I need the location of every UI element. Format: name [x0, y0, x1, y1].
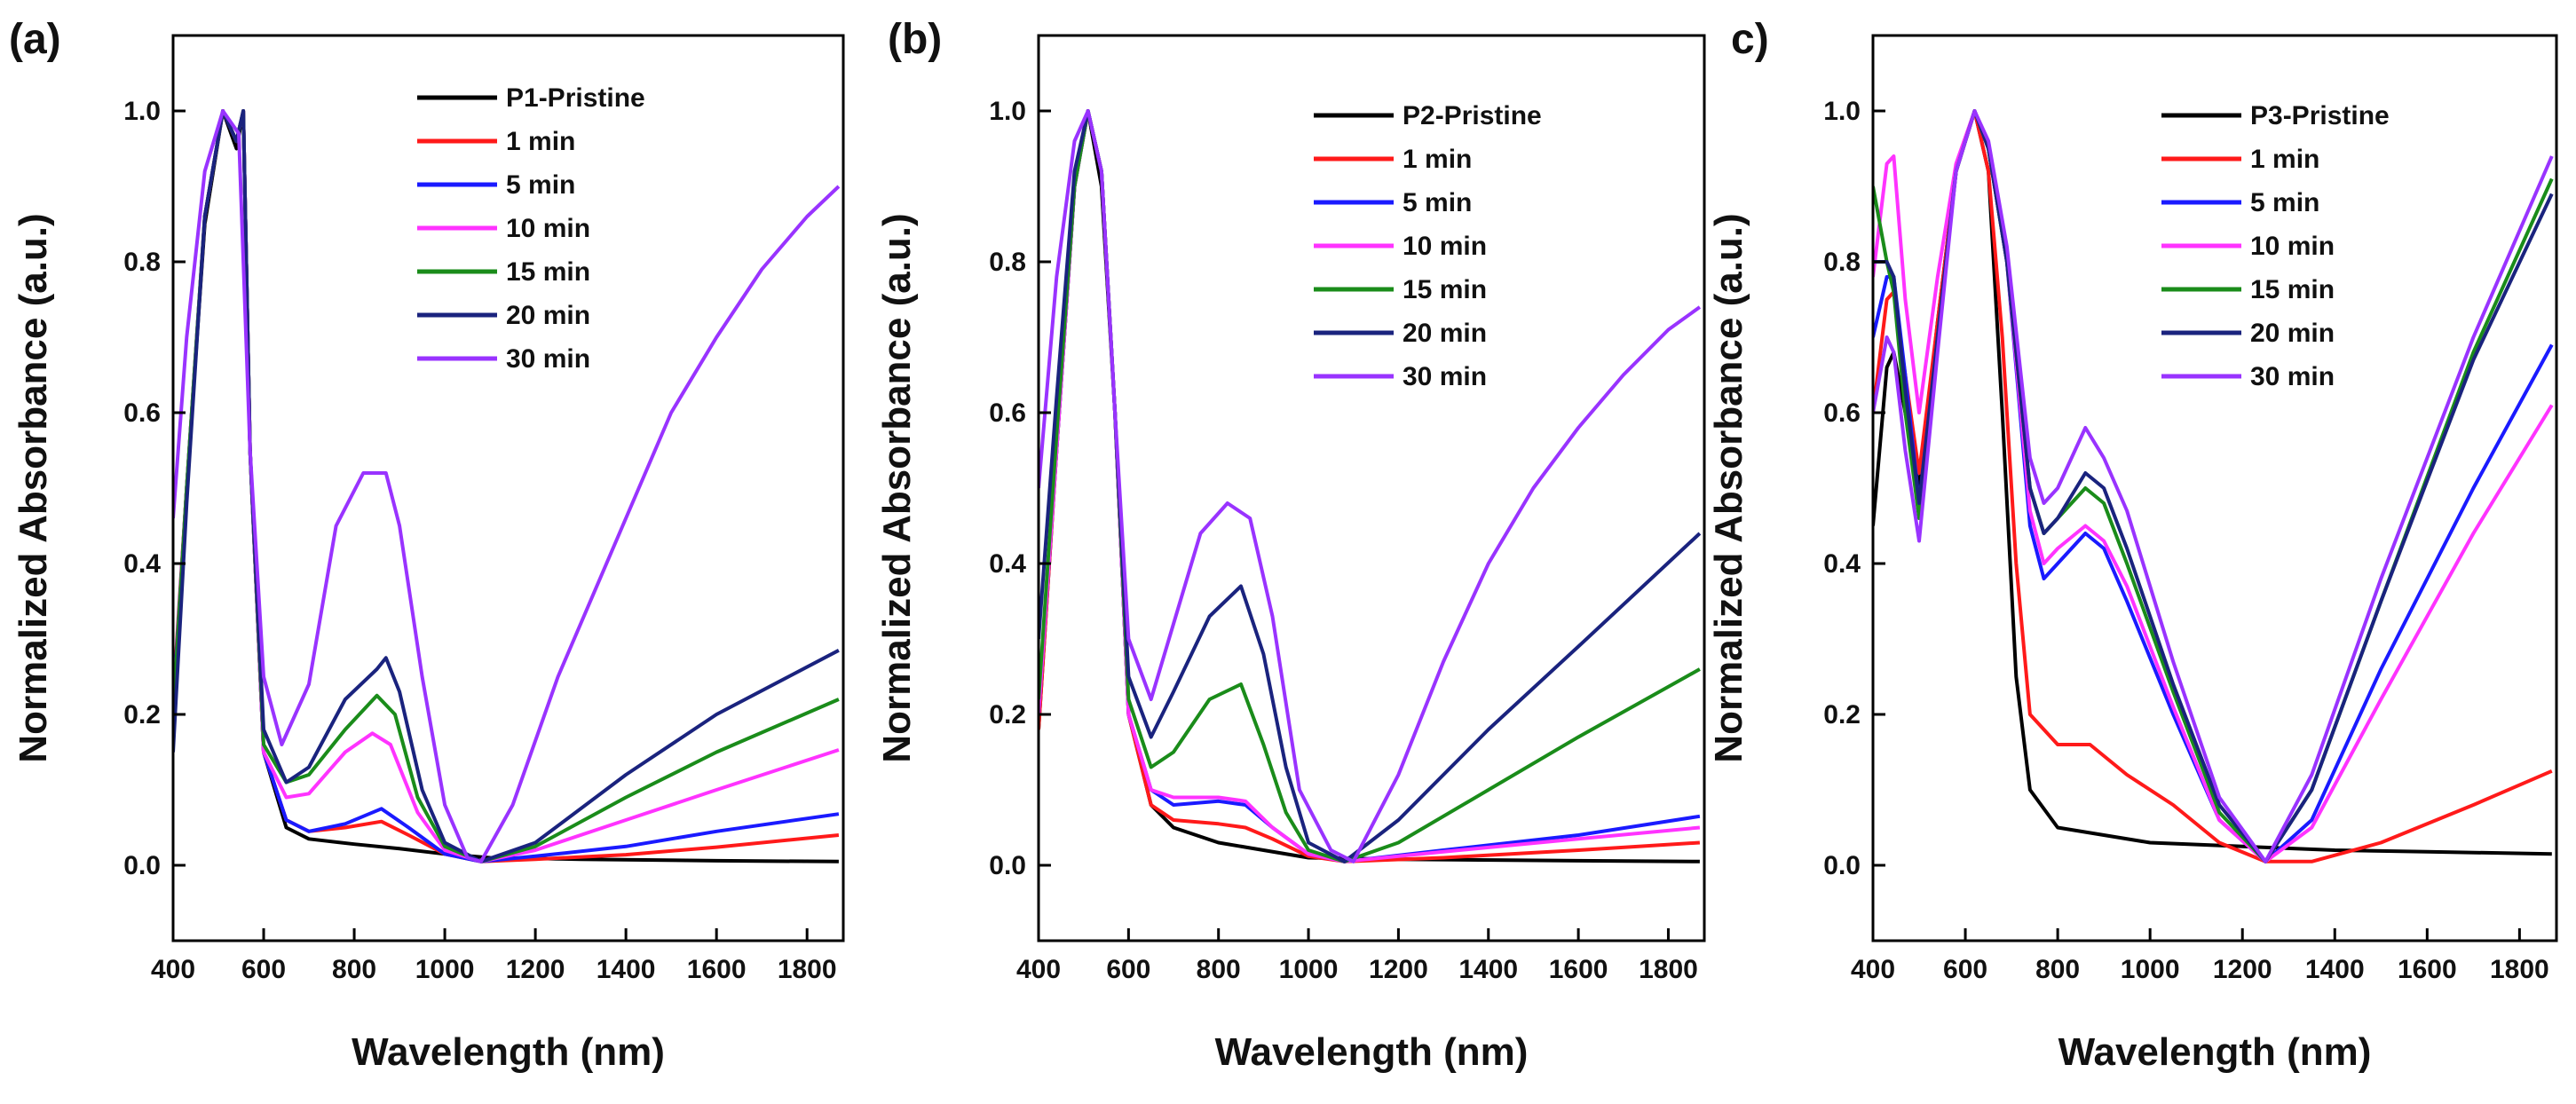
legend-label: 5 min: [1403, 188, 1472, 217]
legend-label: 10 min: [506, 214, 590, 243]
x-tick-label: 1000: [415, 955, 475, 984]
series-line-20-min: [1873, 109, 2554, 863]
x-tick-label: 800: [2035, 955, 2080, 984]
x-axis-title: Wavelength (nm): [352, 1030, 665, 1074]
legend-label: 15 min: [2250, 275, 2335, 304]
y-tick-label: 0.0: [1823, 851, 1861, 880]
panel-label: (a): [9, 16, 61, 63]
legend-label: 5 min: [506, 170, 575, 200]
x-tick-label: 800: [332, 955, 376, 984]
x-tick-label: 1200: [2213, 955, 2272, 984]
x-tick-label: 1800: [1639, 955, 1698, 984]
y-axis-title: Normalized Absorbance (a.u.): [12, 213, 55, 762]
series-line-30-min: [173, 109, 841, 863]
legend-label: P2-Pristine: [1403, 101, 1542, 130]
x-tick-label: 400: [1851, 955, 1895, 984]
legend-label: 15 min: [1403, 275, 1487, 304]
x-tick-label: 1800: [2490, 955, 2549, 984]
legend-label: 20 min: [1403, 319, 1487, 348]
panel-label: (b): [888, 16, 942, 63]
x-tick-label: 1600: [687, 955, 747, 984]
y-tick-label: 0.0: [123, 851, 161, 880]
series-line-p3-pristine: [1873, 109, 2552, 856]
plot-frame: [1037, 34, 1706, 942]
legend-label: P3-Pristine: [2250, 101, 2390, 130]
panel-c: 400 600 800 1000 1200 1400 1600 1800 0.0 0.2 0.4 0.…: [1707, 16, 2558, 1074]
legend-label: 1 min: [506, 127, 575, 156]
x-tick-label: 600: [1106, 955, 1150, 984]
y-tick-label: 0.4: [1823, 549, 1861, 579]
x-tick-label: 1400: [2305, 955, 2365, 984]
series-line-10-min: [1873, 109, 2554, 863]
legend: P2-Pristine 1 min 5 min 10 min 15 min 20 min 3…: [1314, 101, 1542, 391]
y-tick-label: 0.4: [123, 549, 161, 579]
x-tick-label: 1600: [1549, 955, 1608, 984]
legend-label: 1 min: [1403, 145, 1472, 174]
legend-label: 5 min: [2250, 188, 2319, 217]
x-tick-label: 400: [1016, 955, 1061, 984]
y-tick-label: 1.0: [1823, 97, 1861, 126]
panel-b: 400 600 800 1000 1200 1400 1600 1800 0.0 0.2 0.4 0.…: [875, 16, 1706, 1074]
series-line-15-min: [1873, 109, 2554, 863]
series-line-30-min: [1873, 109, 2554, 863]
legend-label: 20 min: [2250, 319, 2335, 348]
panel-label: c): [1731, 16, 1769, 63]
x-axis-title: Wavelength (nm): [2058, 1030, 2372, 1074]
x-axis-title: Wavelength (nm): [1215, 1030, 1529, 1074]
series-line-20-min: [173, 109, 840, 863]
series-line-30-min: [1039, 109, 1702, 863]
x-tick-label: 1800: [778, 955, 837, 984]
x-tick-label: 1200: [1369, 955, 1428, 984]
y-tick-label: 0.8: [1823, 248, 1861, 277]
x-tick-label: 1200: [506, 955, 565, 984]
x-tick-label: 1600: [2398, 955, 2457, 984]
legend-label: 30 min: [506, 344, 590, 374]
x-tick-label: 1400: [597, 955, 656, 984]
legend-label: 1 min: [2250, 145, 2319, 174]
legend-label: 10 min: [2250, 232, 2335, 261]
x-tick-label: 400: [151, 955, 195, 984]
y-tick-label: 0.2: [1823, 700, 1861, 729]
y-tick-label: 0.2: [989, 700, 1026, 729]
y-tick-label: 0.6: [1823, 398, 1861, 428]
y-tick-label: 1.0: [123, 97, 161, 126]
x-tick-label: 600: [241, 955, 286, 984]
y-axis-title: Normalized Absorbance (a.u.): [875, 213, 919, 762]
legend-label: 20 min: [506, 301, 590, 330]
series-line-5-min: [1873, 109, 2554, 863]
legend-label: 30 min: [1403, 362, 1487, 391]
y-tick-label: 0.8: [123, 248, 161, 277]
plot-frame: [1871, 34, 2558, 942]
legend: P3-Pristine 1 min 5 min 10 min 15 min 20 min 3…: [2161, 101, 2390, 391]
y-tick-label: 0.2: [123, 700, 161, 729]
legend-label: 30 min: [2250, 362, 2335, 391]
legend-label: P1-Pristine: [506, 83, 645, 113]
x-tick-label: 1000: [2121, 955, 2180, 984]
y-tick-label: 0.6: [123, 398, 161, 428]
y-tick-label: 1.0: [989, 97, 1026, 126]
legend-label: 10 min: [1403, 232, 1487, 261]
series-line-1-min: [1873, 109, 2553, 863]
plot-frame: [171, 34, 845, 942]
x-tick-label: 1400: [1458, 955, 1518, 984]
x-tick-label: 600: [1943, 955, 1987, 984]
y-tick-label: 0.0: [989, 851, 1026, 880]
y-tick-label: 0.6: [989, 398, 1026, 428]
y-axis-title: Normalized Absorbance (a.u.): [1707, 213, 1750, 762]
x-tick-label: 800: [1197, 955, 1241, 984]
legend: P1-Pristine 1 min 5 min 10 min 15 min 20 min 3…: [417, 83, 645, 374]
legend-label: 15 min: [506, 257, 590, 287]
y-tick-label: 0.8: [989, 248, 1026, 277]
panel-a: 400 600 800 1000 1200 1400 1600 1800 0.0 0.2 0.4 0.…: [9, 16, 845, 1074]
series-line-10-min: [1039, 109, 1701, 863]
y-tick-label: 0.4: [989, 549, 1026, 579]
x-tick-label: 1000: [1279, 955, 1339, 984]
